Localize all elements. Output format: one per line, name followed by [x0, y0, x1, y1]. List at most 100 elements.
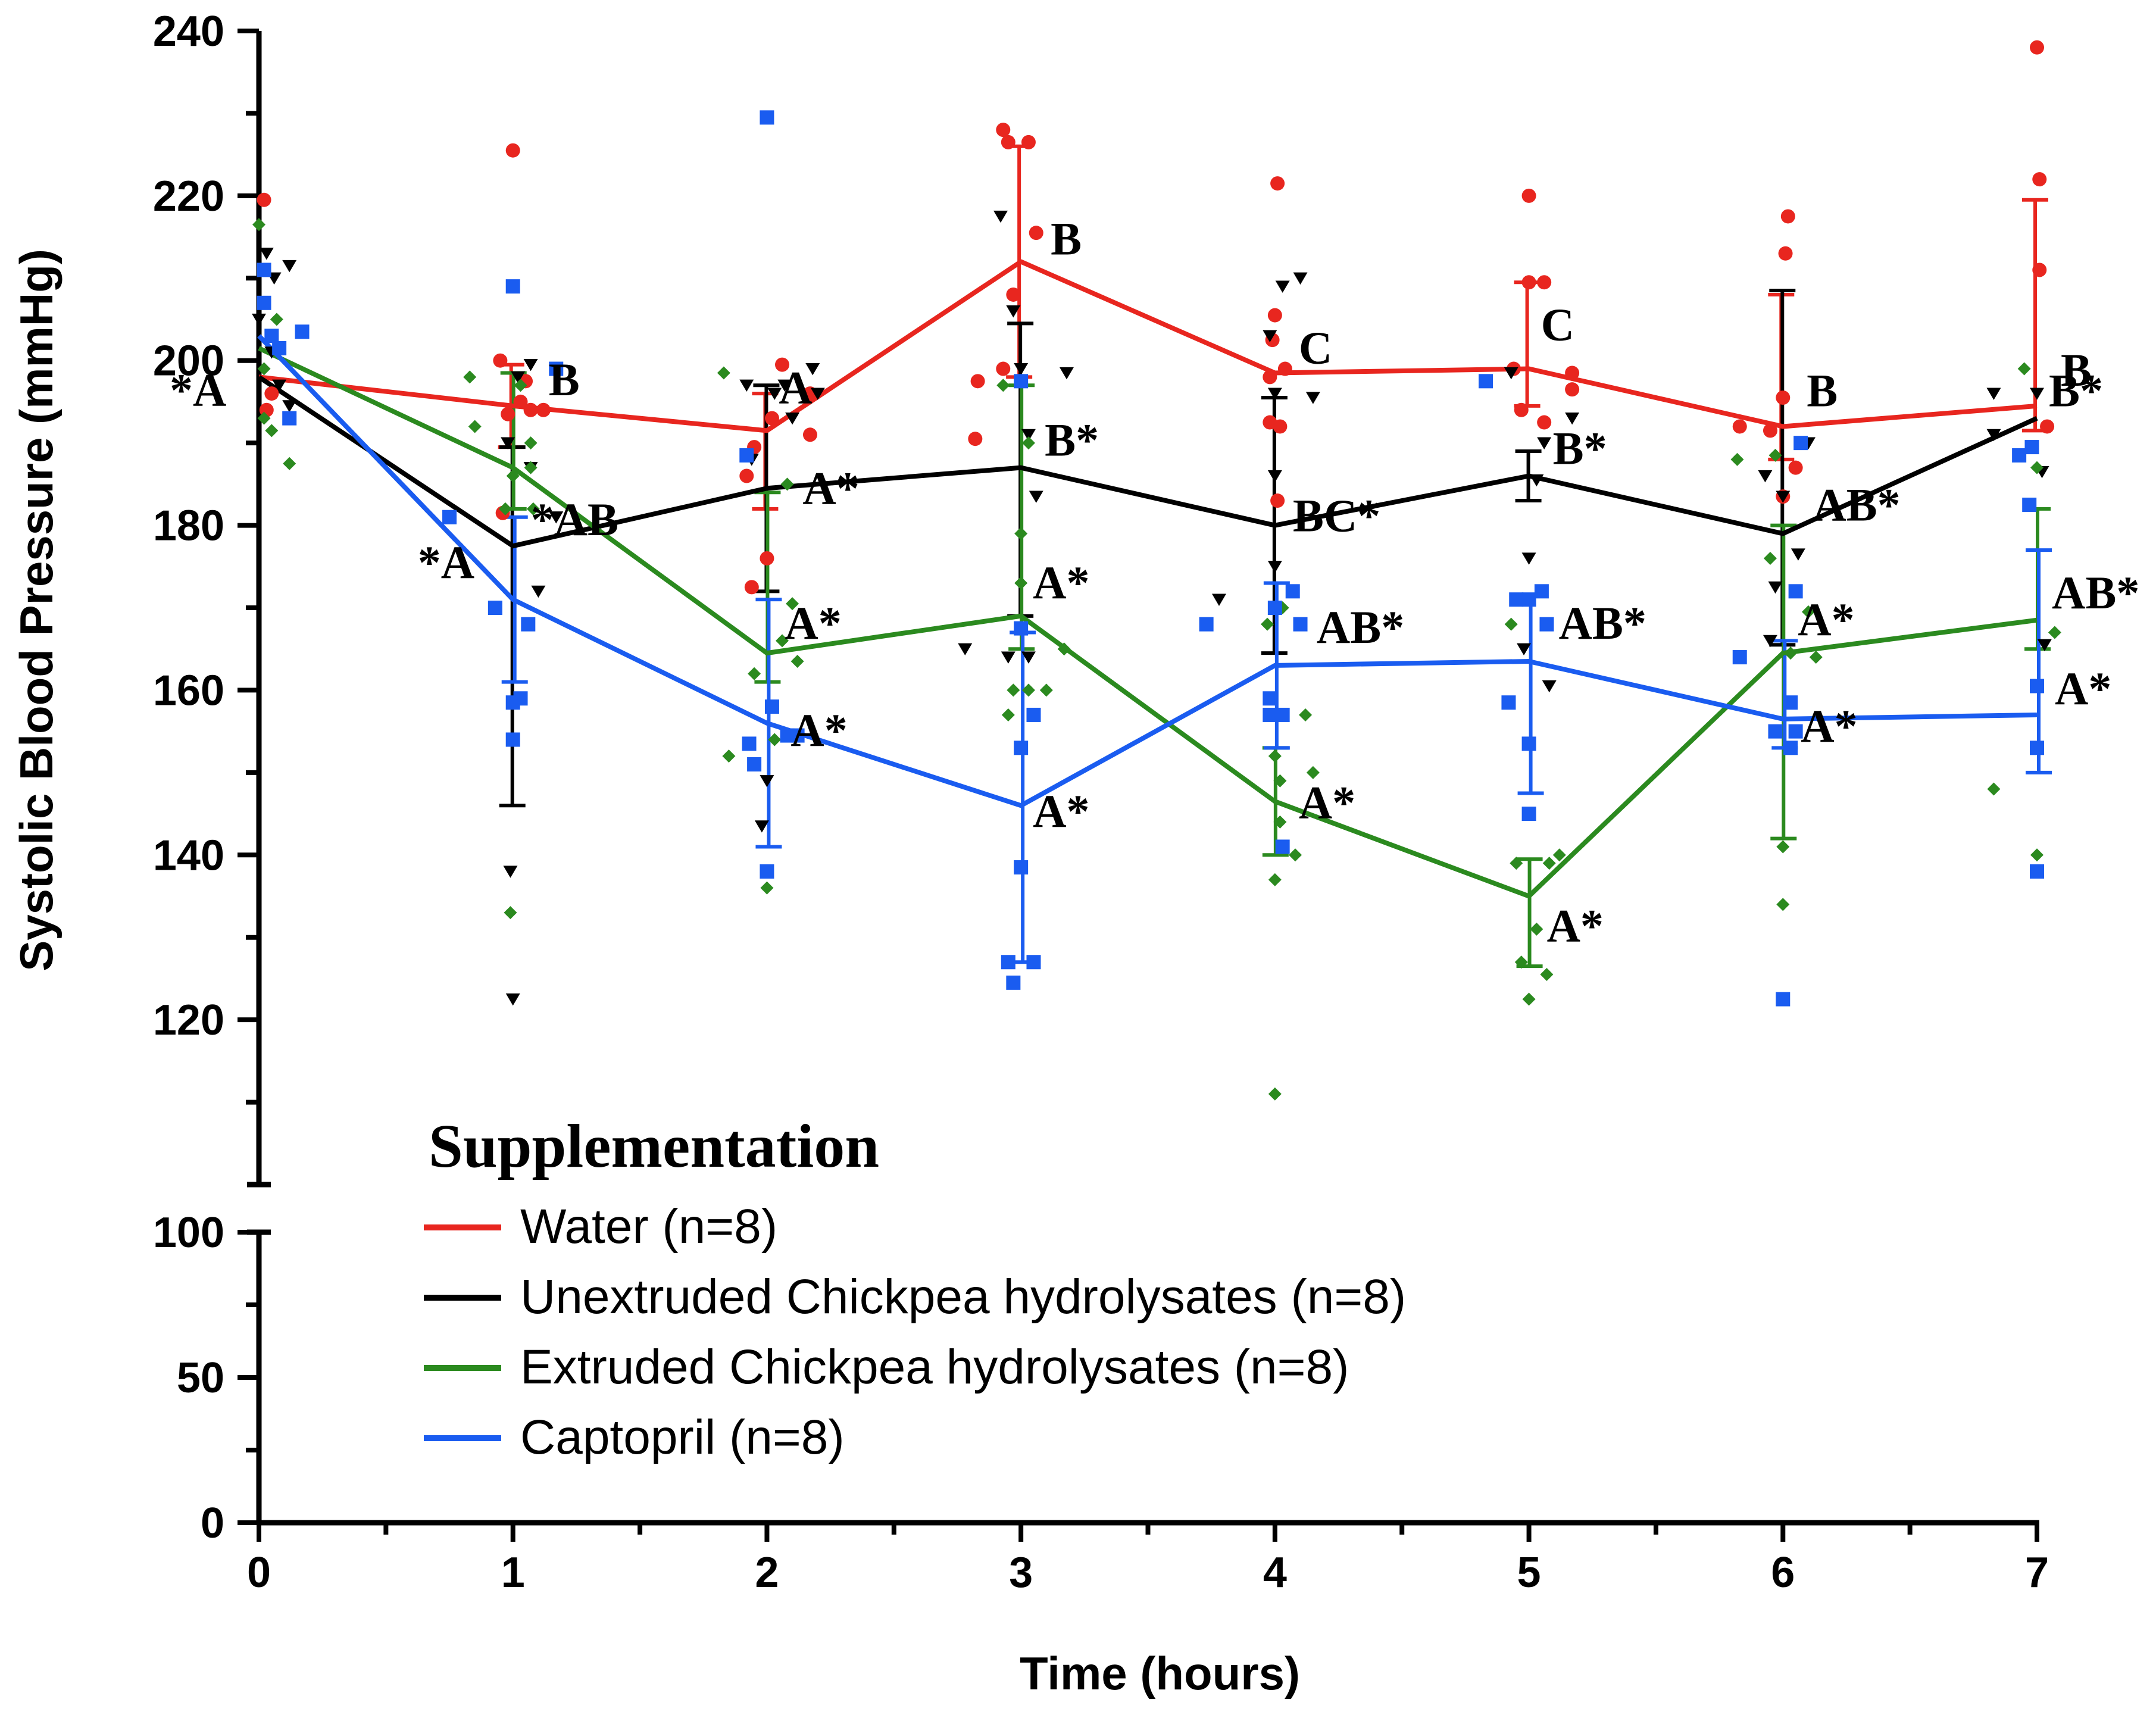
legend-title: Supplementation — [429, 1112, 879, 1180]
y-tick-label: 0 — [201, 1499, 224, 1547]
point-square — [1521, 736, 1536, 751]
point-circle — [1565, 382, 1580, 397]
point-triangle — [1059, 367, 1074, 380]
point-diamond — [1261, 617, 1274, 631]
point-triangle — [739, 379, 754, 392]
point-diamond — [1514, 955, 1528, 969]
point-circle — [536, 402, 551, 417]
point-diamond — [1299, 708, 1313, 721]
point-triangle — [1293, 272, 1308, 285]
y-tick-label: 100 — [153, 1209, 224, 1257]
point-triangle — [1791, 548, 1805, 561]
significance-label: BC* — [1293, 490, 1380, 542]
point-square — [521, 617, 536, 632]
point-triangle — [1305, 392, 1320, 404]
y-tick-label: 160 — [153, 667, 224, 714]
point-triangle — [505, 993, 520, 1006]
point-diamond — [996, 379, 1010, 392]
point-diamond — [1273, 815, 1287, 829]
point-diamond — [1730, 452, 1744, 466]
point-diamond — [1001, 708, 1015, 721]
point-diamond — [252, 218, 265, 232]
legend-label: Captopril (n=8) — [520, 1410, 845, 1464]
series-line — [258, 259, 2038, 433]
series-line — [257, 375, 2038, 549]
point-diamond — [270, 313, 283, 326]
point-circle — [523, 402, 538, 417]
point-triangle — [1521, 552, 1536, 565]
point-square — [1275, 707, 1290, 722]
point-triangle — [993, 210, 1008, 223]
point-diamond — [1007, 683, 1020, 697]
point-diamond — [1014, 576, 1028, 590]
point-diamond — [1542, 857, 1556, 870]
significance-label: *A — [170, 364, 226, 415]
point-square — [264, 329, 279, 343]
point-diamond — [748, 667, 761, 680]
point-circle — [764, 411, 779, 426]
point-circle — [2040, 419, 2055, 434]
point-square — [1267, 601, 1282, 615]
point-triangle — [1001, 651, 1015, 664]
significance-label: A* — [1033, 557, 1089, 608]
point-triangle — [1006, 305, 1021, 318]
point-circle — [1001, 135, 1015, 149]
point-square — [513, 691, 528, 706]
significance-label: *AB — [531, 493, 618, 545]
point-square — [1001, 955, 1015, 970]
point-triangle — [1275, 280, 1290, 293]
point-square — [2030, 864, 2044, 879]
significance-label: B — [1051, 213, 1082, 265]
point-circle — [264, 386, 279, 401]
point-square — [1534, 584, 1549, 599]
point-diamond — [1801, 605, 1815, 618]
point-diamond — [1530, 922, 1543, 936]
point-diamond — [524, 461, 538, 474]
point-square — [1783, 741, 1798, 755]
point-diamond — [526, 502, 540, 516]
point-square — [1501, 695, 1516, 710]
point-square — [1788, 724, 1803, 739]
point-diamond — [265, 424, 279, 438]
point-square — [2024, 440, 2039, 455]
point-triangle — [777, 379, 792, 392]
point-square — [272, 340, 287, 355]
significance-label: A* — [2055, 663, 2111, 714]
x-tick-label: 1 — [501, 1549, 525, 1597]
point-diamond — [1776, 840, 1790, 854]
data-points — [252, 40, 2061, 1101]
point-triangle — [1529, 474, 1544, 487]
point-circle — [1780, 209, 1795, 224]
x-tick-label: 5 — [1517, 1549, 1541, 1597]
y-tick-label: 120 — [153, 996, 224, 1044]
point-diamond — [1510, 857, 1523, 870]
point-diamond — [717, 366, 730, 380]
significance-label: B* — [1045, 414, 1099, 466]
point-circle — [970, 374, 985, 389]
point-diamond — [504, 906, 517, 920]
point-diamond — [1776, 898, 1790, 911]
point-triangle — [549, 511, 564, 524]
point-triangle — [1211, 593, 1226, 606]
axes: 120 140 160 180 200 220 240 0 50 100 0 1 2 3 4 5 6 7 Time … — [10, 8, 2049, 1699]
point-circle — [2032, 172, 2047, 187]
point-triangle — [810, 388, 825, 400]
significance-label: B* — [2049, 365, 2103, 417]
significance-label: C — [1299, 321, 1332, 373]
point-square — [257, 263, 271, 277]
point-circle — [996, 123, 1011, 138]
point-circle — [1537, 275, 1552, 290]
point-square — [1014, 621, 1029, 636]
y-tick-label: 140 — [153, 832, 224, 879]
point-circle — [739, 468, 754, 483]
point-circle — [505, 143, 520, 158]
point-diamond — [514, 379, 527, 392]
point-diamond — [1522, 992, 1536, 1006]
point-square — [1768, 724, 1783, 739]
y-tick-label: 220 — [153, 173, 224, 220]
point-diamond — [786, 597, 799, 611]
point-diamond — [2030, 461, 2043, 474]
point-triangle — [282, 400, 297, 413]
point-square — [1539, 617, 1554, 632]
significance-label: A* — [1798, 593, 1854, 645]
